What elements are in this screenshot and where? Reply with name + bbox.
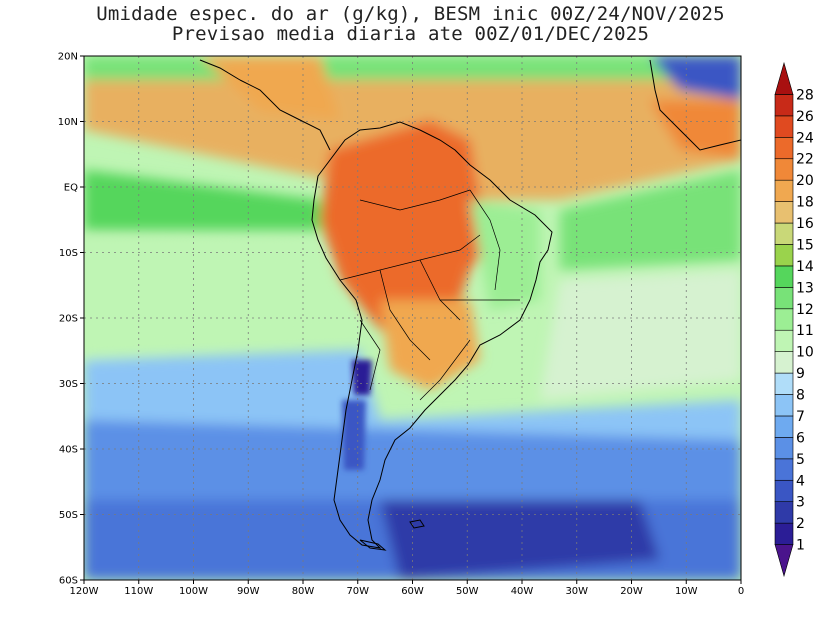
colorbar-label: 16 [796,216,814,232]
lon-label: 50W [456,586,479,597]
colorbar-label: 5 [796,452,805,468]
northeast-brazil-field [470,200,540,310]
map-title-line1: Umidade espec. do ar (g/kg), BESM inic 0… [96,3,725,25]
falklands [409,519,425,529]
colorbar-segment [774,329,794,352]
colorbar-label: 10 [796,345,814,361]
southern-brazil-field [380,300,480,390]
drake-field [380,500,660,580]
colorbar-label: 26 [796,109,814,125]
lon-label: 60W [401,586,424,597]
colorbar-segment [774,201,794,224]
lat-label: 20N [58,52,78,63]
colorbar-label: 18 [796,195,814,211]
lon-label: 30W [565,586,588,597]
colorbar-segment [774,179,794,202]
lat-label: 60S [59,576,78,587]
colorbar-segment [774,115,794,138]
colorbar-label: 11 [796,323,814,339]
pacific-mid-field [84,240,350,360]
longitude-labels: 120W 110W 100W 90W 80W 70W 60W 50W 40W 30W 20W 10W 0 [70,580,744,597]
colorbar-label: 1 [796,538,805,554]
colorbar-segment [774,308,794,331]
colorbar-label: 9 [796,366,805,382]
pacific-eq-field [84,170,330,230]
lon-label: 120W [70,586,99,597]
colorbar-label: 15 [796,237,814,253]
colorbar-label: 20 [796,173,814,189]
lat-label: 10S [59,248,78,259]
caribbean-field [200,56,340,120]
lat-label: 10N [58,117,78,128]
map-title-line2: Previsao media diaria ate 00Z/01/DEC/202… [171,23,650,45]
grid-lines [84,56,741,580]
colorbar-label: 28 [796,87,814,103]
africa-coast [649,59,741,151]
colorbar-label: 14 [796,259,814,275]
colorbar-label: 24 [796,130,814,146]
colorbar-segment [774,372,794,395]
lat-label: 50S [59,510,78,521]
colorbar-max-triangle [774,61,794,95]
central-america-coast [239,79,331,151]
country-borders [339,189,520,401]
colorbar-label: 12 [796,302,814,318]
colorbar-label: 6 [796,430,805,446]
colorbar-segment [774,137,794,160]
colorbar-segment [774,501,794,524]
colorbar-segment [774,479,794,502]
colorbar-segment [774,458,794,481]
lon-label: 70W [346,586,369,597]
lon-label: 10W [675,586,698,597]
lon-label: 90W [237,586,260,597]
tierra-del-fuego [359,539,387,551]
patagonia-field [342,400,366,470]
colorbar-segment [774,94,794,117]
colorbar-segment [774,394,794,417]
colorbar-label: 4 [796,473,805,489]
lon-label: 100W [179,586,208,597]
atlantic-eq-field [560,170,741,270]
colorbar-label: 22 [796,152,814,168]
map-field [84,56,741,580]
andes-dry-field [352,360,372,395]
colorbar-segment [774,522,794,545]
colorbar-segment [774,415,794,438]
atlantic-mid-field [540,270,741,400]
colorbar-segment [774,437,794,460]
lat-label: EQ [64,183,78,194]
colorbar-segment [774,351,794,374]
lat-label: 20S [59,314,78,325]
lon-label: 20W [620,586,643,597]
lat-label: 30S [59,379,78,390]
sahara-field [650,56,741,100]
colorbar-label: 8 [796,388,805,404]
lon-label: 80W [292,586,315,597]
central-america-coast-2 [199,59,241,81]
colorbar-label: 2 [796,516,805,532]
colorbar-segment [774,287,794,310]
colorbar-segment [774,265,794,288]
colorbar-segment [774,244,794,267]
colorbar-label: 3 [796,495,805,511]
colorbar-label: 7 [796,409,805,425]
colorbar-min-triangle [774,544,794,578]
lon-label: 40W [511,586,534,597]
coastlines [199,59,741,551]
latitude-labels: 20N 10N EQ 10S 20S 30S 40S 50S 60S [58,52,84,587]
colorbar-label: 13 [796,280,814,296]
amazon-field [320,120,500,340]
colorbar-segment [774,158,794,181]
lon-label: 110W [124,586,153,597]
lat-label: 40S [59,445,78,456]
colorbar-segment [774,222,794,245]
south-america-coast [311,121,553,549]
lon-label: 0 [738,586,744,597]
